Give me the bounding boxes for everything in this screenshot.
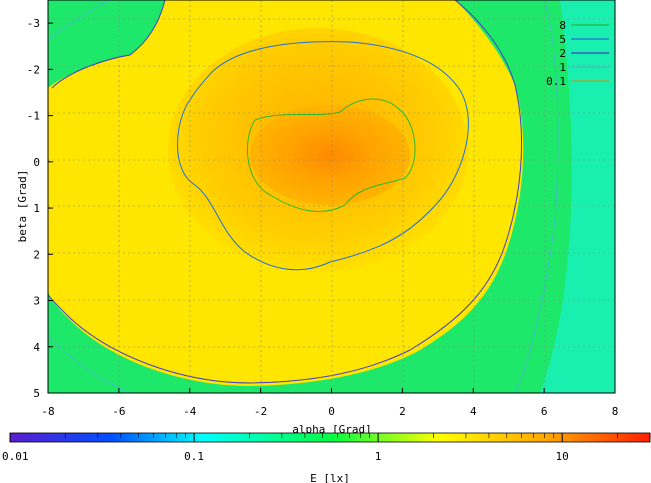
x-tick-label: 8 [612, 405, 619, 418]
x-axis: -8 -6 -4 -2 0 2 4 6 8 [41, 388, 618, 418]
x-tick-label: -8 [41, 405, 54, 418]
colorbar-tick-label: 0.01 [2, 450, 29, 463]
x-tick-label: -2 [254, 405, 267, 418]
legend-label: 8 [559, 19, 566, 32]
colorbar: 0.01 0.1 1 10 E [lx] [2, 432, 651, 483]
colorbar-gradient [10, 433, 650, 442]
legend-label: 5 [559, 33, 566, 46]
y-tick-label: -2 [27, 63, 40, 76]
outer-cyan-field [540, 0, 615, 393]
x-tick-label: 4 [470, 405, 477, 418]
colorbar-ticks: 0.01 0.1 1 10 [2, 433, 651, 463]
x-tick-label: -4 [183, 405, 197, 418]
colorbar-tick-label: 0.1 [184, 450, 204, 463]
contour-5 [177, 41, 469, 271]
colorbar-label: E [lx] [310, 472, 350, 483]
heatmap-field [48, 0, 615, 393]
contour-1 [48, 0, 559, 393]
y-axis-label: beta [Grad] [16, 170, 29, 243]
x-tick-label: 2 [399, 405, 406, 418]
legend-label: 2 [559, 47, 566, 60]
y-tick-label: 2 [33, 248, 40, 261]
x-tick-label: 0 [328, 405, 335, 418]
grid-lines [48, 0, 615, 393]
y-tick-label: 5 [33, 387, 40, 400]
y-tick-label: -3 [27, 17, 40, 30]
colorbar-tick-label: 1 [375, 450, 382, 463]
y-tick-label: 3 [33, 295, 40, 308]
core-region [250, 105, 410, 205]
colorbar-tick-label: 10 [556, 450, 569, 463]
legend-label: 1 [559, 61, 566, 74]
y-tick-label: 0 [33, 156, 40, 169]
y-tick-label: 4 [33, 341, 40, 354]
legend-label: 0.1 [546, 75, 566, 88]
x-tick-label: -6 [112, 405, 125, 418]
contour-8 [246, 98, 416, 212]
y-tick-label: 1 [33, 202, 40, 215]
y-axis: -3 -2 -1 0 1 2 3 4 5 [27, 17, 53, 400]
y-tick-label: -1 [27, 110, 40, 123]
x-tick-label: 6 [541, 405, 548, 418]
